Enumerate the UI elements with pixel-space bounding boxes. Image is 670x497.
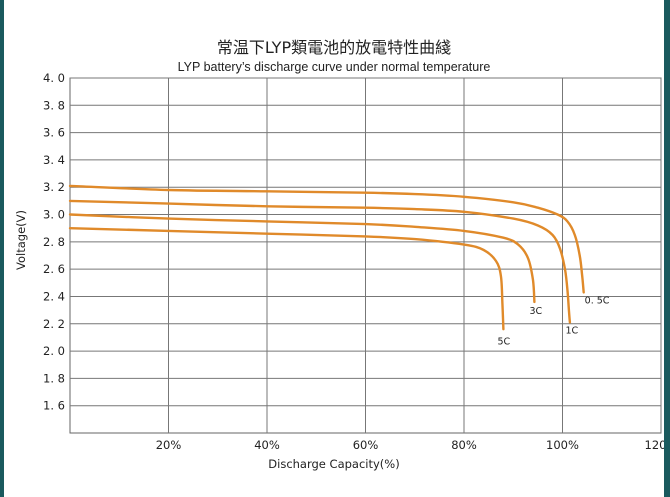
y-tick-label: 3. 2 bbox=[43, 180, 65, 194]
curve-label: 5C bbox=[497, 336, 510, 347]
y-tick-label: 2. 6 bbox=[43, 262, 65, 276]
curve-label: 1C bbox=[565, 325, 578, 336]
y-tick-label: 3. 8 bbox=[43, 98, 65, 112]
y-tick-label: 3. 0 bbox=[43, 208, 65, 222]
y-tick-label: 1. 6 bbox=[43, 399, 65, 413]
series bbox=[68, 184, 585, 331]
curve-label: 3C bbox=[530, 306, 543, 317]
series-line-5c bbox=[68, 227, 505, 331]
x-tick-label: 60% bbox=[353, 438, 379, 452]
y-tick-label: 2. 2 bbox=[43, 317, 65, 331]
y-tick-label: 3. 4 bbox=[43, 153, 65, 167]
y-tick-label: 1. 8 bbox=[43, 371, 65, 385]
chart-title: 常温下LYP類電池的放電特性曲綫 bbox=[217, 38, 451, 57]
y-tick-label: 3. 6 bbox=[43, 126, 65, 140]
x-tick-label: 100% bbox=[546, 438, 579, 452]
chart-subtitle: LYP battery’s discharge curve under norm… bbox=[178, 60, 491, 74]
series-line-3c bbox=[68, 213, 536, 304]
curve-label: 0. 5C bbox=[585, 295, 610, 306]
series-line-1c bbox=[68, 199, 572, 324]
chart-frame: 常温下LYP類電池的放電特性曲綫 LYP battery’s discharge… bbox=[4, 0, 664, 497]
series-line-05c bbox=[68, 184, 585, 294]
grid bbox=[69, 77, 662, 434]
x-tick-label: 80% bbox=[451, 438, 477, 452]
tick-labels: 1. 6 1. 8 2. 0 2. 2 2. 4 2. 6 2. 8 3. 0 3. 2 3. 4… bbox=[43, 71, 664, 452]
y-tick-label: 2. 4 bbox=[43, 289, 65, 303]
discharge-chart: 常温下LYP類電池的放電特性曲綫 LYP battery’s discharge… bbox=[14, 38, 664, 471]
y-tick-label: 4. 0 bbox=[43, 71, 65, 85]
x-tick-label: 120% bbox=[645, 438, 664, 452]
x-tick-label: 40% bbox=[254, 438, 280, 452]
x-axis-label: Discharge Capacity(%) bbox=[268, 457, 399, 471]
y-tick-label: 2. 0 bbox=[43, 344, 65, 358]
y-axis-label: Voltage(V) bbox=[14, 210, 28, 270]
y-tick-label: 2. 8 bbox=[43, 235, 65, 249]
x-tick-label: 20% bbox=[156, 438, 182, 452]
curve-labels: 0. 5C 1C 3C 5C bbox=[497, 295, 609, 347]
